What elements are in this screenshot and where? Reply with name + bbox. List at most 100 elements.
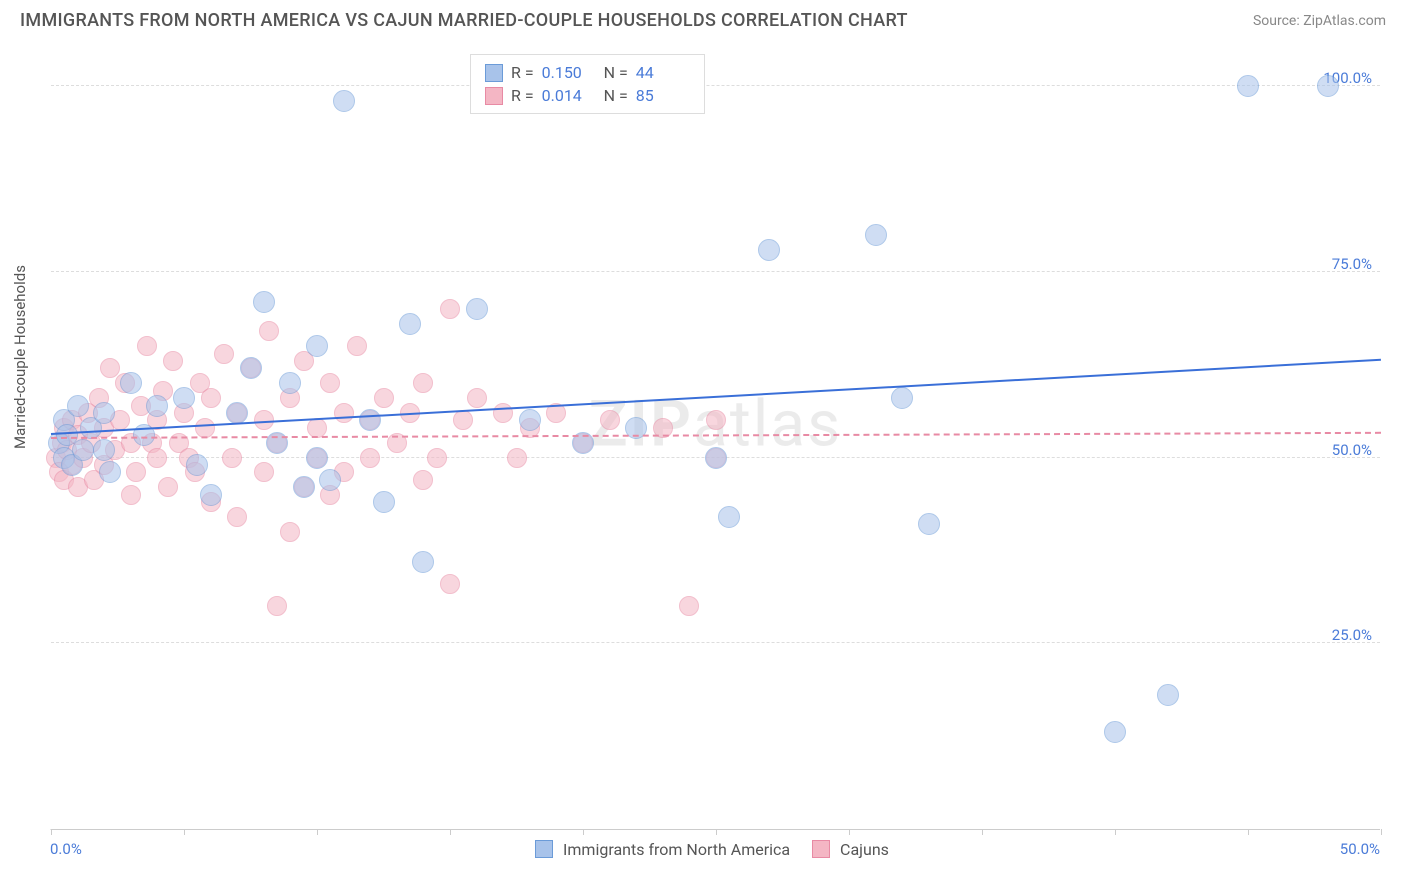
data-point xyxy=(507,448,527,468)
data-point xyxy=(440,574,460,594)
data-point xyxy=(253,291,275,313)
data-point xyxy=(254,462,274,482)
source-label: Source: ZipAtlas.com xyxy=(1253,13,1386,29)
data-point xyxy=(600,410,620,430)
x-tick xyxy=(583,829,584,835)
x-tick xyxy=(1115,829,1116,835)
data-point xyxy=(706,410,726,430)
legend-swatch-pink xyxy=(812,840,830,858)
x-tick xyxy=(982,829,983,835)
x-tick xyxy=(849,829,850,835)
x-tick xyxy=(1248,829,1249,835)
data-point xyxy=(146,395,168,417)
trendline xyxy=(51,432,1381,439)
data-point xyxy=(705,447,727,469)
y-tick-label: 50.0% xyxy=(1332,441,1372,459)
y-tick-label: 25.0% xyxy=(1332,626,1372,644)
data-point xyxy=(427,448,447,468)
data-point xyxy=(374,388,394,408)
gridline xyxy=(51,85,1380,86)
data-point xyxy=(307,418,327,438)
data-point xyxy=(718,506,740,528)
r-value-blue: 0.150 xyxy=(542,63,596,82)
series-name-pink: Cajuns xyxy=(840,840,889,859)
data-point xyxy=(466,298,488,320)
x-tick xyxy=(51,829,52,835)
data-point xyxy=(99,461,121,483)
n-label: N = xyxy=(604,63,628,82)
data-point xyxy=(891,387,913,409)
data-point xyxy=(306,335,328,357)
n-value-blue: 44 xyxy=(636,63,690,82)
x-tick xyxy=(317,829,318,835)
x-tick xyxy=(450,829,451,835)
data-point xyxy=(214,344,234,364)
data-point xyxy=(158,477,178,497)
data-point xyxy=(413,470,433,490)
data-point xyxy=(266,432,288,454)
y-tick-label: 75.0% xyxy=(1332,255,1372,273)
data-point xyxy=(1157,684,1179,706)
data-point xyxy=(440,299,460,319)
x-axis-max-label: 50.0% xyxy=(1340,840,1380,858)
data-point xyxy=(72,439,94,461)
correlation-legend: R = 0.150 N = 44 R = 0.014 N = 85 xyxy=(470,54,705,114)
data-point xyxy=(319,469,341,491)
y-axis-title: Married-couple Households xyxy=(11,265,29,449)
data-point xyxy=(679,596,699,616)
data-point xyxy=(121,485,141,505)
r-label: R = xyxy=(511,63,534,82)
legend-swatch-blue xyxy=(485,64,503,82)
data-point xyxy=(147,448,167,468)
data-point xyxy=(227,507,247,527)
data-point xyxy=(280,522,300,542)
data-point xyxy=(399,313,421,335)
n-value-pink: 85 xyxy=(636,86,690,105)
data-point xyxy=(279,372,301,394)
chart-title: IMMIGRANTS FROM NORTH AMERICA VS CAJUN M… xyxy=(20,10,908,31)
data-point xyxy=(412,551,434,573)
data-point xyxy=(413,373,433,393)
data-point xyxy=(453,410,473,430)
data-point xyxy=(467,388,487,408)
data-point xyxy=(1317,75,1339,97)
data-point xyxy=(163,351,183,371)
data-point xyxy=(173,387,195,409)
gridline xyxy=(51,271,1380,272)
data-point xyxy=(360,448,380,468)
data-point xyxy=(259,321,279,341)
data-point xyxy=(93,402,115,424)
data-point xyxy=(347,336,367,356)
data-point xyxy=(222,448,242,468)
data-point xyxy=(267,596,287,616)
data-point xyxy=(120,372,142,394)
data-point xyxy=(918,513,940,535)
data-point xyxy=(100,358,120,378)
data-point xyxy=(1237,75,1259,97)
data-point xyxy=(201,388,221,408)
series-legend: Immigrants from North America Cajuns xyxy=(0,840,1406,859)
r-value-pink: 0.014 xyxy=(542,86,596,105)
x-tick xyxy=(1381,829,1382,835)
data-point xyxy=(1104,721,1126,743)
data-point xyxy=(93,439,115,461)
series-name-blue: Immigrants from North America xyxy=(563,840,790,859)
legend-swatch-blue xyxy=(535,840,553,858)
gridline xyxy=(51,642,1380,643)
data-point xyxy=(334,403,354,423)
x-tick xyxy=(184,829,185,835)
legend-swatch-pink xyxy=(485,87,503,105)
data-point xyxy=(373,491,395,513)
data-point xyxy=(359,409,381,431)
data-point xyxy=(758,239,780,261)
data-point xyxy=(186,454,208,476)
data-point xyxy=(493,403,513,423)
data-point xyxy=(67,395,89,417)
scatter-chart: ZIPatlas 25.0%50.0%75.0%100.0% xyxy=(50,50,1380,830)
data-point xyxy=(865,224,887,246)
data-point xyxy=(226,402,248,424)
r-label: R = xyxy=(511,86,534,105)
data-point xyxy=(333,90,355,112)
x-axis-min-label: 0.0% xyxy=(50,840,82,858)
data-point xyxy=(195,418,215,438)
